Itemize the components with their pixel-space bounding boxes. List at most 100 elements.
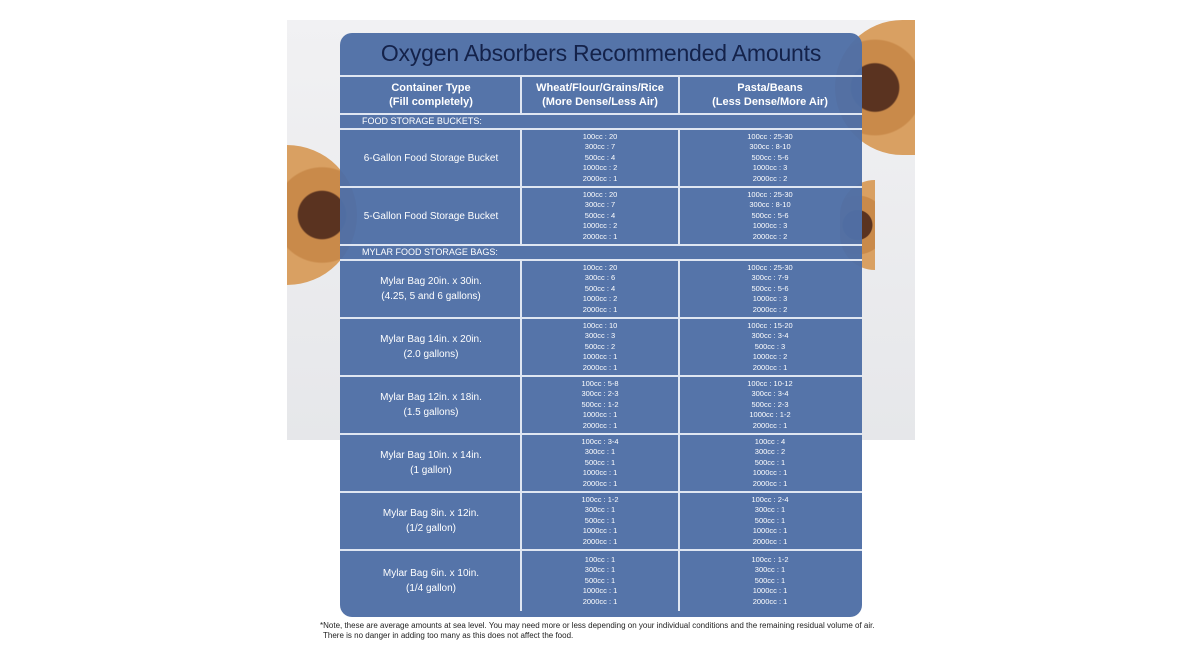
grid-line <box>340 186 862 188</box>
column-header: Pasta/Beans (Less Dense/More Air) <box>680 77 860 113</box>
amount-line: 2000cc : 1 <box>582 536 618 546</box>
grid-line <box>520 259 522 317</box>
header-line: Wheat/Flour/Grains/Rice <box>536 82 664 94</box>
grid-line <box>340 259 862 261</box>
footnote: *Note, these are average amounts at sea … <box>320 621 875 641</box>
amount-line: 100cc : 20 <box>582 131 618 141</box>
amount-line: 1000cc : 2 <box>582 221 618 231</box>
amount-line: 100cc : 25-30 <box>747 262 793 272</box>
grid-line <box>340 317 862 319</box>
grid-line <box>520 128 522 186</box>
amount-line: 100cc : 4 <box>754 436 786 446</box>
footnote-line: *Note, these are average amounts at sea … <box>320 621 875 630</box>
amount-line: 100cc : 1-2 <box>581 494 619 504</box>
dense-food-amounts: 100cc : 5-8 300cc : 2-3 500cc : 1-2 1000cc … <box>522 377 678 433</box>
container-name-line: (1/2 gallon) <box>405 523 457 534</box>
amount-line: 100cc : 25-30 <box>747 189 793 199</box>
container-name-line: Mylar Bag 8in. x 12in. <box>382 508 480 519</box>
amount-line: 100cc : 1 <box>584 554 616 564</box>
grid-line <box>678 75 680 113</box>
amount-line: 2000cc : 1 <box>582 478 618 488</box>
container-name-line: Mylar Bag 10in. x 14in. <box>380 450 482 461</box>
amount-line: 500cc : 5-6 <box>751 152 789 162</box>
amount-line: 300cc : 1 <box>584 505 616 515</box>
container-name-line: (1 gallon) <box>410 465 452 476</box>
amount-line: 100cc : 5-8 <box>581 378 619 388</box>
dense-food-amounts: 100cc : 20 300cc : 7 500cc : 4 1000cc : 2 20… <box>522 130 678 186</box>
header-line: (Fill completely) <box>389 96 473 108</box>
amount-line: 2000cc : 1 <box>582 362 618 372</box>
amount-line: 100cc : 2-4 <box>751 494 789 504</box>
footnote-line: There is no danger in adding too many as… <box>323 631 574 640</box>
container-name-line: (2.0 gallons) <box>403 349 459 360</box>
grid-line <box>340 375 862 377</box>
grid-line <box>340 549 862 551</box>
grid-line <box>340 433 862 435</box>
grid-line <box>520 317 522 375</box>
grid-line <box>520 549 522 611</box>
container-name-line: (4.25, 5 and 6 gallons) <box>381 291 481 302</box>
amount-line: 100cc : 20 <box>582 189 618 199</box>
amount-line: 100cc : 1-2 <box>751 554 789 564</box>
amount-line: 500cc : 1-2 <box>581 399 619 409</box>
grid-line <box>678 491 680 549</box>
amount-line: 2000cc : 1 <box>752 362 788 372</box>
amount-line: 300cc : 8-10 <box>749 142 791 152</box>
grid-line <box>340 128 862 130</box>
grid-line <box>678 128 680 186</box>
amount-line: 500cc : 5-6 <box>751 283 789 293</box>
header-line: Container Type <box>391 82 471 94</box>
grid-line <box>520 433 522 491</box>
amount-line: 300cc : 1 <box>584 565 616 575</box>
light-food-amounts: 100cc : 25-30 300cc : 8-10 500cc : 5-6 1000… <box>680 188 860 244</box>
column-header: Wheat/Flour/Grains/Rice (More Dense/Less … <box>522 77 678 113</box>
container-name: Mylar Bag 14in. x 20in. (2.0 gallons) <box>342 319 520 375</box>
amount-line: 2000cc : 1 <box>582 231 618 241</box>
amount-line: 2000cc : 1 <box>582 420 618 430</box>
container-name: 5-Gallon Food Storage Bucket <box>342 188 520 244</box>
container-name: Mylar Bag 12in. x 18in. (1.5 gallons) <box>342 377 520 433</box>
section-label: FOOD STORAGE BUCKETS: <box>362 116 482 126</box>
light-food-amounts: 100cc : 10-12 300cc : 3-4 500cc : 2-3 1000c… <box>680 377 860 433</box>
amount-line: 2000cc : 2 <box>752 231 788 241</box>
grid-line <box>340 491 862 493</box>
amount-line: 1000cc : 1 <box>752 586 788 596</box>
grid-line <box>520 75 522 113</box>
grid-line <box>340 113 862 115</box>
section-label: MYLAR FOOD STORAGE BAGS: <box>362 247 498 257</box>
amount-line: 2000cc : 1 <box>582 596 618 606</box>
amount-line: 300cc : 3-4 <box>751 331 789 341</box>
grid-line <box>520 375 522 433</box>
amount-line: 300cc : 3-4 <box>751 389 789 399</box>
amount-line: 500cc : 1 <box>584 457 616 467</box>
amount-line: 2000cc : 2 <box>752 173 788 183</box>
amount-line: 500cc : 1 <box>584 515 616 525</box>
grid-line <box>340 75 862 77</box>
amount-line: 1000cc : 1 <box>582 586 618 596</box>
grid-line <box>678 433 680 491</box>
header-line: Pasta/Beans <box>737 82 803 94</box>
page-title: Oxygen Absorbers Recommended Amounts <box>380 40 822 66</box>
amount-line: 1000cc : 3 <box>752 163 788 173</box>
amount-line: 2000cc : 1 <box>752 420 788 430</box>
amount-line: 500cc : 4 <box>584 152 616 162</box>
light-food-amounts: 100cc : 15-20 300cc : 3-4 500cc : 3 1000cc … <box>680 319 860 375</box>
amount-line: 500cc : 1 <box>584 575 616 585</box>
container-name: Mylar Bag 20in. x 30in. (4.25, 5 and 6 ga… <box>342 261 520 317</box>
light-food-amounts: 100cc : 4 300cc : 2 500cc : 1 1000cc : 1 200… <box>680 435 860 491</box>
container-name-line: Mylar Bag 12in. x 18in. <box>380 392 482 403</box>
amount-line: 500cc : 1 <box>754 515 786 525</box>
amount-line: 300cc : 1 <box>754 565 786 575</box>
amount-line: 100cc : 10 <box>582 320 618 330</box>
light-food-amounts: 100cc : 25-30 300cc : 7-9 500cc : 5-6 1000c… <box>680 261 860 317</box>
amount-line: 500cc : 2-3 <box>751 399 789 409</box>
amount-line: 500cc : 4 <box>584 210 616 220</box>
amount-line: 1000cc : 3 <box>752 294 788 304</box>
grid-line <box>678 186 680 244</box>
container-name: 6-Gallon Food Storage Bucket <box>342 130 520 186</box>
amount-line: 2000cc : 1 <box>752 536 788 546</box>
amount-line: 100cc : 15-20 <box>747 320 793 330</box>
